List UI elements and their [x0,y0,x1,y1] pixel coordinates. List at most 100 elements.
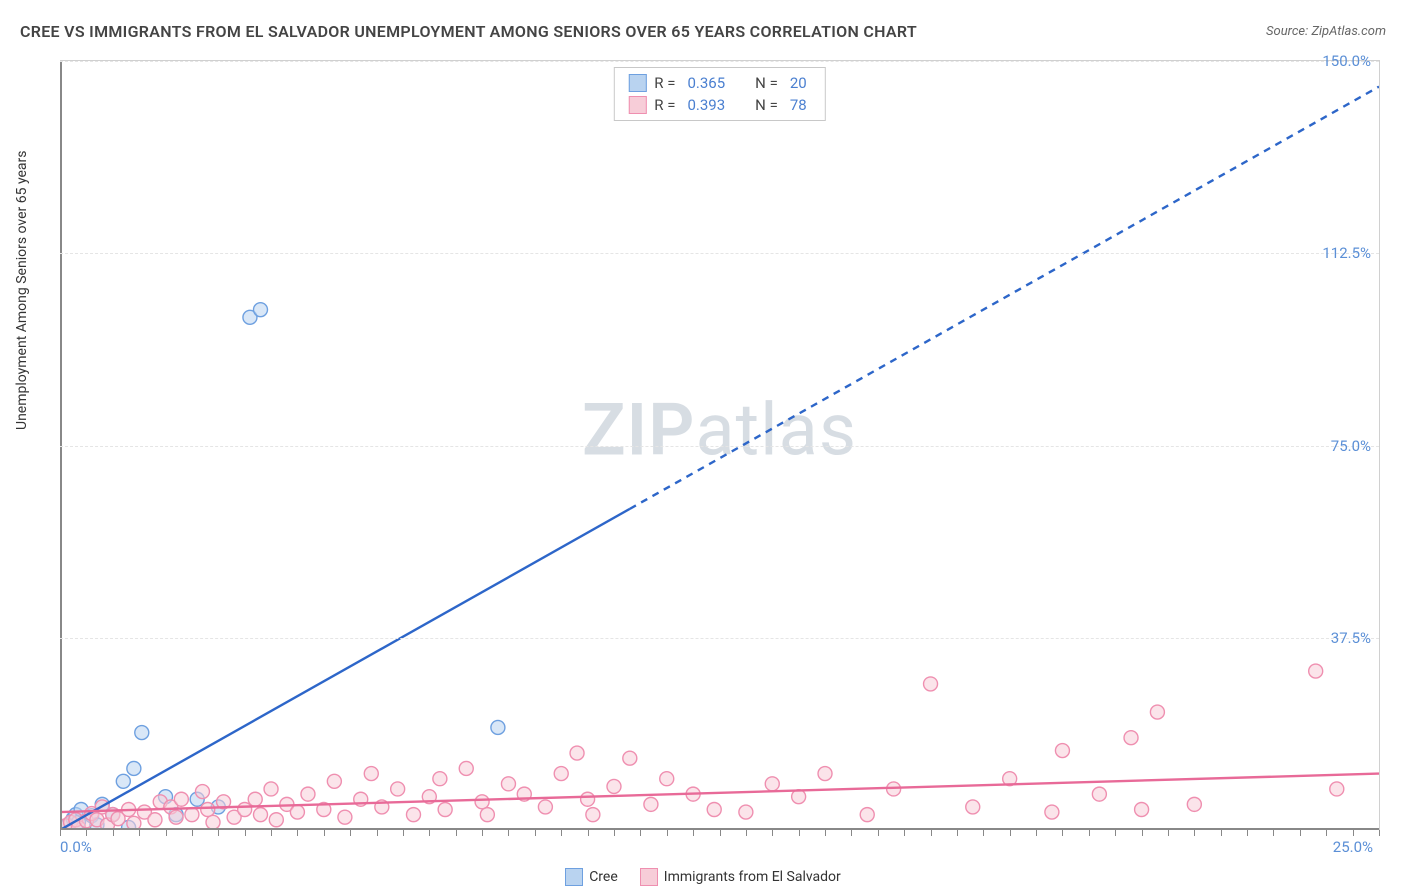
x-tick [640,830,641,836]
scatter-point [169,810,183,824]
scatter-point [148,813,162,827]
scatter-point [1124,731,1138,745]
x-tick [561,830,562,836]
x-tick [113,830,114,836]
scatter-point [201,802,215,816]
legend-row-elsalvador: R = 0.393 N = 78 [628,94,810,116]
scatter-point [739,805,753,819]
x-tick [271,830,272,836]
scatter-point [644,797,658,811]
scatter-point [301,787,315,801]
x-tick [429,830,430,836]
swatch-elsalvador-bottom [640,868,658,886]
scatter-point [538,800,552,814]
gridline [60,253,1379,254]
chart-title: CREE VS IMMIGRANTS FROM EL SALVADOR UNEM… [20,22,917,41]
scatter-point [327,774,341,788]
x-tick [1194,830,1195,836]
x-tick [1221,830,1222,836]
gridline [60,446,1379,447]
y-tick-label: 37.5% [1331,629,1371,647]
x-tick [403,830,404,836]
scatter-point [290,805,304,819]
x-tick [1168,830,1169,836]
trend-line-solid [60,509,630,830]
x-tick [1353,830,1354,836]
x-tick [1115,830,1116,836]
scatter-point [253,303,267,317]
chart-header: CREE VS IMMIGRANTS FROM EL SALVADOR UNEM… [20,22,1386,41]
scatter-point [924,677,938,691]
x-tick [139,830,140,836]
y-tick-label: 75.0% [1331,437,1371,455]
x-tick [218,830,219,836]
scatter-point [765,777,779,791]
series-legend: Cree Immigrants from El Salvador [0,868,1406,886]
scatter-point [127,761,141,775]
scatter-point [269,813,283,827]
swatch-cree-bottom [565,868,583,886]
x-tick [1247,830,1248,836]
scatter-point [406,808,420,822]
scatter-point [607,779,621,793]
scatter-point [554,767,568,781]
x-tick [720,830,721,836]
x-tick [1379,830,1380,836]
scatter-point [491,720,505,734]
scatter-point [338,810,352,824]
chart-source: Source: ZipAtlas.com [1266,24,1386,39]
scatter-point [818,767,832,781]
x-tick [614,830,615,836]
scatter-point [860,808,874,822]
x-axis-origin-label: 0.0% [60,838,92,856]
y-tick-label: 112.5% [1322,244,1371,262]
x-tick [297,830,298,836]
x-tick [931,830,932,836]
scatter-point [195,785,209,799]
scatter-point [116,774,130,788]
scatter-point [501,777,515,791]
x-tick [482,830,483,836]
x-tick [86,830,87,836]
x-tick [456,830,457,836]
scatter-point [581,792,595,806]
swatch-cree [628,74,646,92]
legend-row-cree: R = 0.365 N = 20 [628,72,810,94]
scatter-point [1187,797,1201,811]
x-tick [377,830,378,836]
gridline [60,638,1379,639]
scatter-point [1045,805,1059,819]
legend-item-elsalvador: Immigrants from El Salvador [640,868,841,886]
x-tick [588,830,589,836]
scatter-point [707,802,721,816]
x-tick [904,830,905,836]
x-tick [799,830,800,836]
x-tick [1089,830,1090,836]
scatter-point [1055,744,1069,758]
x-tick [192,830,193,836]
x-tick [1010,830,1011,836]
x-tick [1062,830,1063,836]
scatter-point [1330,782,1344,796]
x-tick [693,830,694,836]
scatter-point [433,772,447,786]
scatter-point [475,795,489,809]
scatter-point [264,782,278,796]
scatter-point [185,808,199,822]
swatch-elsalvador [628,96,646,114]
scatter-point [570,746,584,760]
x-tick [166,830,167,836]
legend-item-cree: Cree [565,868,618,886]
scatter-point [966,800,980,814]
x-tick [1326,830,1327,836]
chart-plot-area: ZIPatlas 0.0% 25.0% R = 0.365 N = 20 R =… [60,60,1380,830]
scatter-point [238,802,252,816]
scatter-point [1309,664,1323,678]
scatter-point [253,808,267,822]
x-tick [825,830,826,836]
correlation-legend: R = 0.365 N = 20 R = 0.393 N = 78 [613,67,825,121]
scatter-point [135,726,149,740]
gridline [60,61,1379,62]
x-tick [535,830,536,836]
x-tick [957,830,958,836]
